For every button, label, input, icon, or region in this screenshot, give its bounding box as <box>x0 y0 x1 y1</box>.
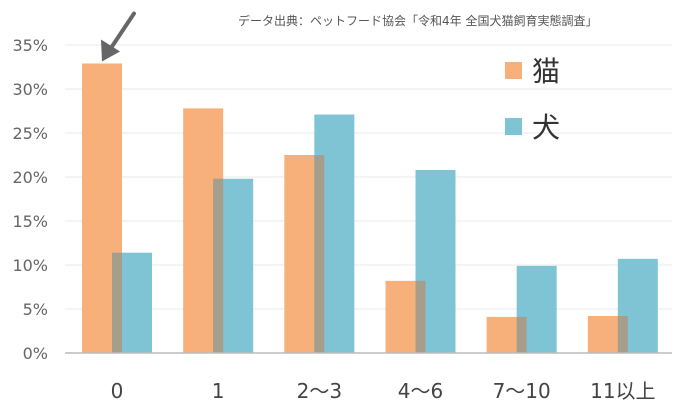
legend-label-cat: 猫 <box>532 55 561 88</box>
x-tick-label: 7〜10 <box>493 379 551 403</box>
legend: 猫 犬 <box>505 52 595 164</box>
bar-overlap <box>112 252 122 353</box>
bar-overlap <box>415 280 426 353</box>
legend-label-dog: 犬 <box>532 111 561 144</box>
y-tick-label: 25% <box>12 124 48 143</box>
legend-item-cat: 猫 <box>505 52 595 88</box>
y-tick-label: 35% <box>12 36 48 55</box>
bar-overlap <box>617 316 628 353</box>
x-tick-label: 4〜6 <box>398 379 443 403</box>
bar-overlap <box>314 155 325 353</box>
bar-overlap <box>213 178 224 353</box>
y-tick-label: 10% <box>12 256 48 275</box>
legend-swatch-dog <box>505 117 522 135</box>
x-tick-label: 11以上 <box>590 379 655 403</box>
y-tick-label: 30% <box>12 80 48 99</box>
y-tick-label: 0% <box>23 344 48 363</box>
y-tick-label: 5% <box>23 300 48 319</box>
source-note: データ出典：ペットフード協会「令和4年 全国犬猫飼育実態調査」 <box>238 14 598 28</box>
x-tick-label: 2〜3 <box>297 379 342 403</box>
y-tick-label: 15% <box>12 212 48 231</box>
y-tick-label: 20% <box>12 168 48 187</box>
bar-overlap <box>516 316 527 353</box>
legend-swatch-cat <box>505 61 522 79</box>
x-tick-label: 1 <box>212 379 225 403</box>
x-tick-label: 0 <box>111 379 124 403</box>
legend-item-dog: 犬 <box>505 108 595 144</box>
annotation-arrow-head <box>101 39 120 62</box>
